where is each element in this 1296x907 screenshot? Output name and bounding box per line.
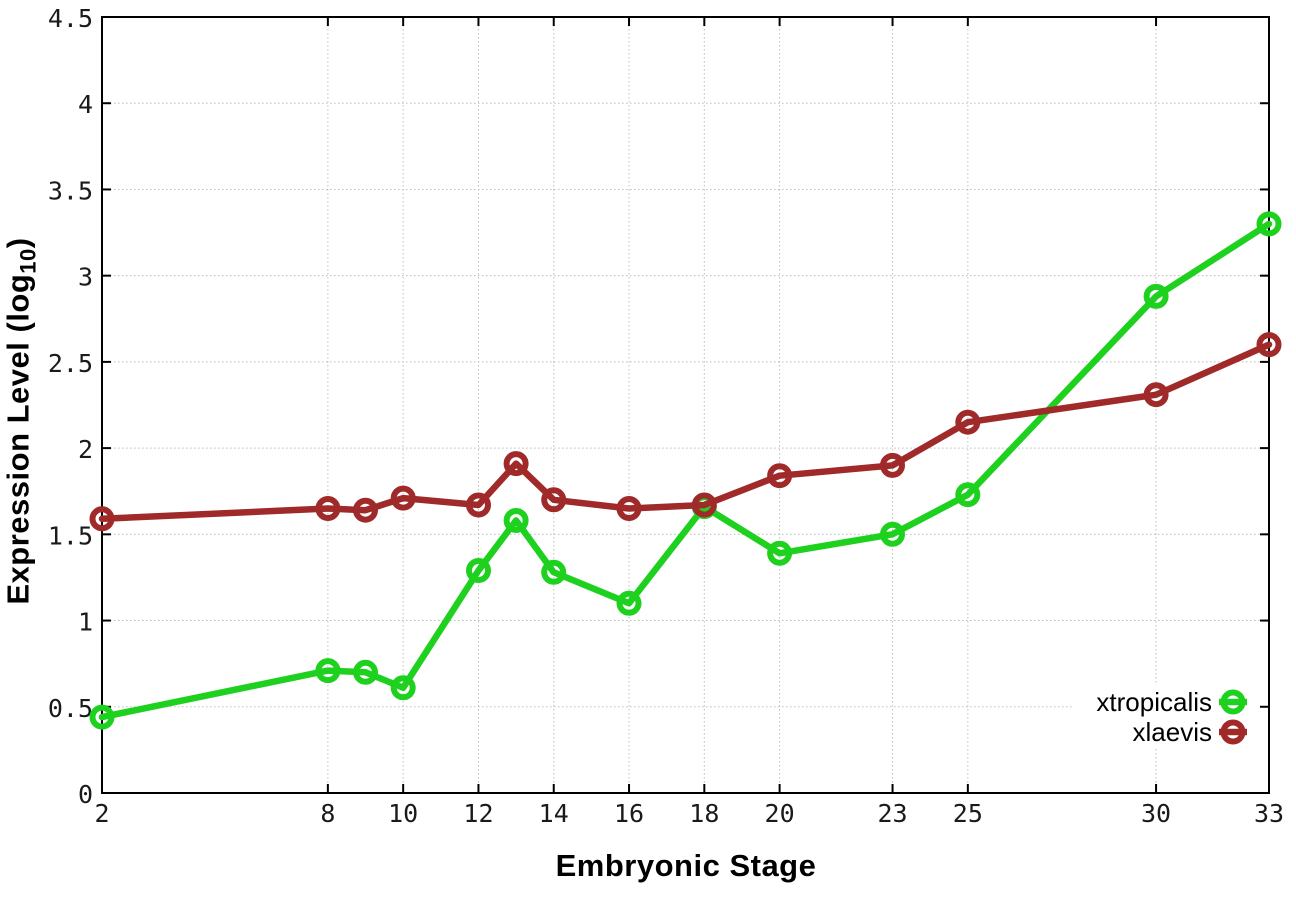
- data-point-xlaevis: [466, 492, 491, 518]
- y-tick-label: 2: [78, 435, 93, 464]
- data-point-xtropicalis: [315, 658, 341, 684]
- data-point-xtropicalis: [353, 659, 378, 685]
- y-axis-title-subscript: 10: [15, 248, 41, 274]
- x-tick-label: 20: [765, 799, 795, 828]
- x-tick-label: 18: [689, 799, 719, 828]
- y-tick-label: 1: [78, 608, 93, 637]
- data-point-xtropicalis: [541, 559, 567, 585]
- x-tick-label: 25: [953, 799, 983, 828]
- legend-label-xtropicalis: xtropicalis: [1096, 687, 1212, 717]
- data-point-xtropicalis: [880, 521, 905, 547]
- y-axis-title: Expression Level (log10): [1, 237, 42, 604]
- data-point-xtropicalis: [503, 508, 529, 533]
- data-point-xlaevis: [315, 496, 341, 521]
- data-point-xtropicalis: [767, 540, 793, 566]
- x-tick-label: 2: [94, 799, 109, 828]
- x-tick-label: 23: [877, 799, 907, 828]
- data-point-xlaevis: [955, 409, 981, 435]
- data-point-xlaevis: [1143, 382, 1169, 408]
- data-point-xtropicalis: [390, 675, 416, 701]
- y-tick-label: 4: [78, 90, 93, 119]
- x-tick-label: 12: [463, 799, 493, 828]
- data-point-xlaevis: [767, 463, 793, 489]
- data-point-xtropicalis: [89, 704, 115, 730]
- y-axis-title-close: ): [0, 237, 36, 249]
- legend-marker-xtropicalis: [1220, 689, 1246, 715]
- legend-marker-xlaevis: [1220, 719, 1246, 745]
- x-tick-label: 33: [1254, 799, 1284, 828]
- x-axis-title-text: Embryonic Stage: [555, 848, 817, 883]
- plot-border: [101, 16, 1270, 794]
- y-axis-title-main: Expression Level (log: [0, 273, 36, 605]
- x-tick-label: 10: [388, 799, 418, 828]
- data-point-xlaevis: [616, 496, 642, 521]
- data-point-xtropicalis: [955, 482, 981, 508]
- data-point-xtropicalis: [1256, 211, 1282, 237]
- data-point-xlaevis: [353, 497, 378, 523]
- x-tick-label: 30: [1141, 799, 1171, 828]
- y-tick-label: 1.5: [48, 521, 93, 550]
- data-point-xtropicalis: [1143, 283, 1169, 309]
- x-axis-title: Embryonic Stage: [556, 848, 817, 884]
- x-tick-label: 14: [539, 799, 569, 828]
- data-point-xtropicalis: [616, 590, 642, 616]
- y-tick-label: 0: [78, 780, 93, 809]
- y-tick-label: 0.5: [48, 694, 93, 723]
- y-tick-label: 2.5: [48, 349, 93, 378]
- data-point-xtropicalis: [466, 558, 491, 583]
- y-tick-label: 3: [78, 263, 93, 292]
- data-point-xlaevis: [1256, 332, 1282, 358]
- x-tick-label: 16: [614, 799, 644, 828]
- legend-label-xlaevis: xlaevis: [1133, 717, 1212, 747]
- data-point-xlaevis: [89, 506, 115, 532]
- data-point-xlaevis: [503, 451, 529, 477]
- y-tick-label: 3.5: [48, 176, 93, 205]
- y-tick-label: 4.5: [48, 4, 93, 33]
- data-point-xlaevis: [390, 485, 416, 511]
- x-tick-label: 8: [320, 799, 335, 828]
- data-point-xlaevis: [541, 487, 567, 513]
- data-point-xlaevis: [691, 492, 717, 518]
- data-point-xlaevis: [880, 452, 905, 478]
